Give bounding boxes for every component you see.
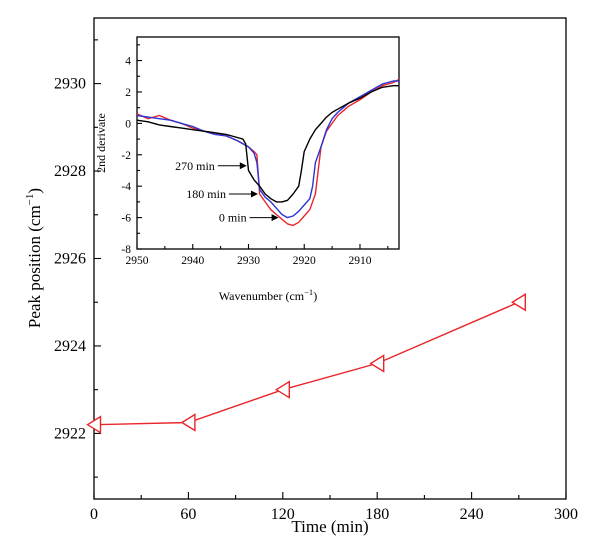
main-y-tick-label: 2926 bbox=[54, 251, 86, 268]
inset-x-tick-label: 2930 bbox=[237, 255, 260, 267]
inset-chart: 2950 2940 2930 2920 2910 -8 -6 -4 -2 0 2 4 270 min 1… bbox=[94, 36, 400, 303]
main-series-layer bbox=[86, 292, 526, 434]
inset-x-axis-title-sup: −1 bbox=[304, 287, 313, 297]
main-y-axis-title-text: Peak position (cm bbox=[25, 205, 44, 328]
inset-annotation-label: 270 min bbox=[175, 159, 215, 173]
main-x-axis-title: Time (min) bbox=[291, 517, 368, 536]
main-series-line bbox=[93, 301, 520, 426]
main-data-point bbox=[274, 380, 290, 399]
main-y-tick-label: 2928 bbox=[54, 163, 86, 180]
main-data-point bbox=[369, 354, 385, 373]
main-y-axis-title-close: ) bbox=[25, 188, 44, 194]
inset-x-tick-label: 2920 bbox=[293, 255, 316, 267]
main-y-tick-label: 2922 bbox=[54, 425, 86, 442]
main-x-tick-label: 120 bbox=[271, 506, 295, 523]
inset-x-tick-label: 2950 bbox=[126, 255, 149, 267]
main-x-tick-label: 180 bbox=[365, 506, 389, 523]
inset-annotation-label: 180 min bbox=[186, 187, 226, 201]
inset-x-axis-title: Wavenumber (cm−1) bbox=[219, 287, 317, 303]
main-x-tick-label: 0 bbox=[90, 506, 98, 523]
inset-annotation-arrowhead bbox=[239, 162, 247, 170]
inset-annotation-arrowhead bbox=[250, 190, 258, 198]
inset-background bbox=[137, 37, 399, 249]
main-data-point bbox=[180, 413, 196, 432]
inset-annotations: 270 min 180 min 0 min bbox=[175, 159, 279, 225]
main-y-axis-title: Peak position (cm−1) bbox=[24, 188, 44, 328]
inset-x-axis-title-text: Wavenumber (cm bbox=[219, 289, 305, 303]
main-data-point bbox=[510, 292, 526, 312]
inset-series-line bbox=[136, 84, 399, 203]
inset-axis-ticks: 2950 2940 2930 2920 2910 -8 -6 -4 -2 0 2 4 bbox=[121, 44, 389, 267]
inset-y-tick-label: -4 bbox=[121, 181, 131, 193]
inset-plot-frame bbox=[136, 36, 400, 250]
inset-y-tick-label: 4 bbox=[125, 56, 131, 68]
inset-y-tick-label: -2 bbox=[121, 150, 131, 162]
inset-annotation-arrowhead bbox=[271, 214, 279, 222]
main-y-tick-label: 2930 bbox=[54, 76, 86, 93]
inset-x-axis-title-close: ) bbox=[313, 289, 317, 303]
inset-x-tick-label: 2940 bbox=[181, 255, 204, 267]
main-x-tick-label: 300 bbox=[554, 506, 578, 523]
main-data-point bbox=[86, 415, 102, 434]
main-y-axis-title-sup: −1 bbox=[24, 194, 36, 206]
inset-y-tick-label: -8 bbox=[121, 244, 131, 256]
inset-x-tick-label: 2910 bbox=[348, 255, 371, 267]
inset-series-layer bbox=[136, 78, 400, 227]
inset-y-axis-title: 2nd derivate bbox=[94, 113, 108, 173]
main-x-tick-label: 60 bbox=[180, 506, 196, 523]
inset-y-tick-label: -6 bbox=[121, 213, 131, 225]
inset-y-tick-label: 0 bbox=[125, 118, 131, 130]
inset-annotation-label: 0 min bbox=[219, 211, 247, 225]
main-x-tick-label: 240 bbox=[460, 506, 484, 523]
main-y-tick-label: 2924 bbox=[54, 338, 86, 355]
inset-y-tick-label: 2 bbox=[125, 87, 131, 99]
